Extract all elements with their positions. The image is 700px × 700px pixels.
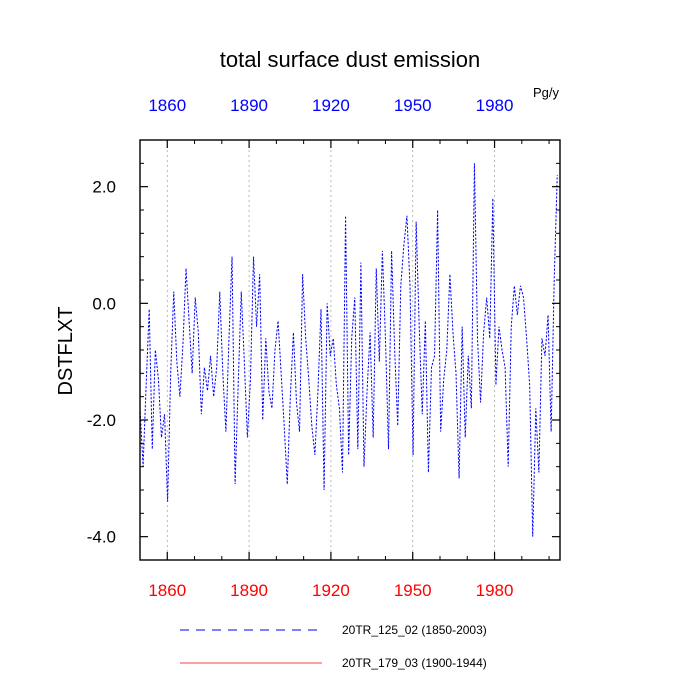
x-tick-label-top: 1950 — [394, 96, 432, 115]
x-tick-labels-top: 1860 1890 1920 1950 1980 — [148, 96, 513, 115]
x-tick-label-top: 1980 — [476, 96, 514, 115]
x-tick-label-top: 1890 — [230, 96, 268, 115]
y-tick-label: 2.0 — [92, 178, 116, 197]
x-tick-label-top: 1920 — [312, 96, 350, 115]
x-tick-label-bottom: 1950 — [394, 581, 432, 600]
y-tick-label: -4.0 — [87, 528, 116, 547]
x-tick-label-bottom: 1860 — [148, 581, 186, 600]
grid-lines — [166, 140, 495, 560]
axis-ticks — [139, 140, 560, 561]
units-label: Pg/y — [533, 85, 560, 100]
y-axis-label: DSTFLXT — [55, 307, 77, 396]
x-tick-label-bottom: 1980 — [476, 581, 514, 600]
y-tick-label: -2.0 — [87, 411, 116, 430]
x-tick-label-bottom: 1890 — [230, 581, 268, 600]
legend-label-series-2: 20TR_179_03 (1900-1944) — [342, 656, 487, 670]
legend: 20TR_125_02 (1850-2003) 20TR_179_03 (190… — [180, 623, 487, 670]
legend-label-series-1: 20TR_125_02 (1850-2003) — [342, 623, 487, 637]
x-tick-label-bottom: 1920 — [312, 581, 350, 600]
x-tick-labels-bottom: 1860 1890 1920 1950 1980 — [148, 581, 513, 600]
y-tick-label: 0.0 — [92, 294, 116, 313]
chart-title: total surface dust emission — [220, 47, 480, 72]
x-tick-label-top: 1860 — [148, 96, 186, 115]
plot-frame — [139, 139, 561, 561]
y-tick-labels: -4.0 -2.0 0.0 2.0 — [87, 178, 116, 547]
